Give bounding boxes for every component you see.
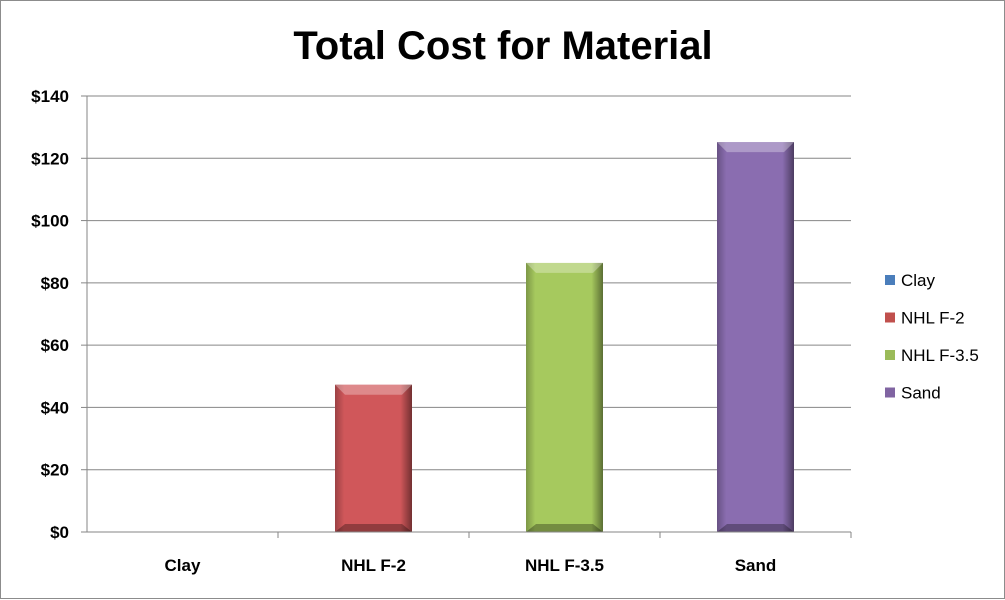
legend-swatch: [885, 275, 895, 285]
chart-title: Total Cost for Material: [293, 24, 712, 68]
legend-label: Clay: [901, 271, 936, 290]
legend-swatch: [885, 350, 895, 360]
bar-shade: [526, 262, 603, 532]
y-tick-label: $120: [31, 149, 69, 168]
y-tick-label: $60: [41, 336, 69, 355]
legend-label: Sand: [901, 384, 941, 403]
bar-bevel-top: [526, 262, 603, 273]
x-tick-label: NHL F-2: [341, 556, 406, 575]
y-tick-label: $20: [41, 461, 69, 480]
legend-swatch: [885, 312, 895, 323]
bar-bevel-top: [717, 142, 794, 153]
legend-label: NHL F-2: [901, 309, 965, 328]
x-tick-label: NHL F-3.5: [525, 556, 604, 575]
legend-label: NHL F-3.5: [901, 346, 979, 365]
bar-shade: [335, 384, 412, 532]
y-tick-label: $40: [41, 398, 69, 417]
bar-shade: [717, 142, 794, 532]
y-tick-label: $0: [50, 523, 69, 542]
bar-bevel-top: [335, 384, 412, 395]
y-tick-label: $100: [31, 212, 69, 231]
bar-bevel-bottom: [526, 524, 603, 532]
x-tick-label: Clay: [165, 556, 201, 575]
x-tick-label: Sand: [735, 556, 777, 575]
y-tick-label: $80: [41, 274, 69, 293]
bar-bevel-bottom: [717, 524, 794, 532]
y-tick-label: $140: [31, 87, 69, 106]
bar-bevel-bottom: [335, 524, 412, 532]
legend-swatch: [885, 387, 895, 398]
